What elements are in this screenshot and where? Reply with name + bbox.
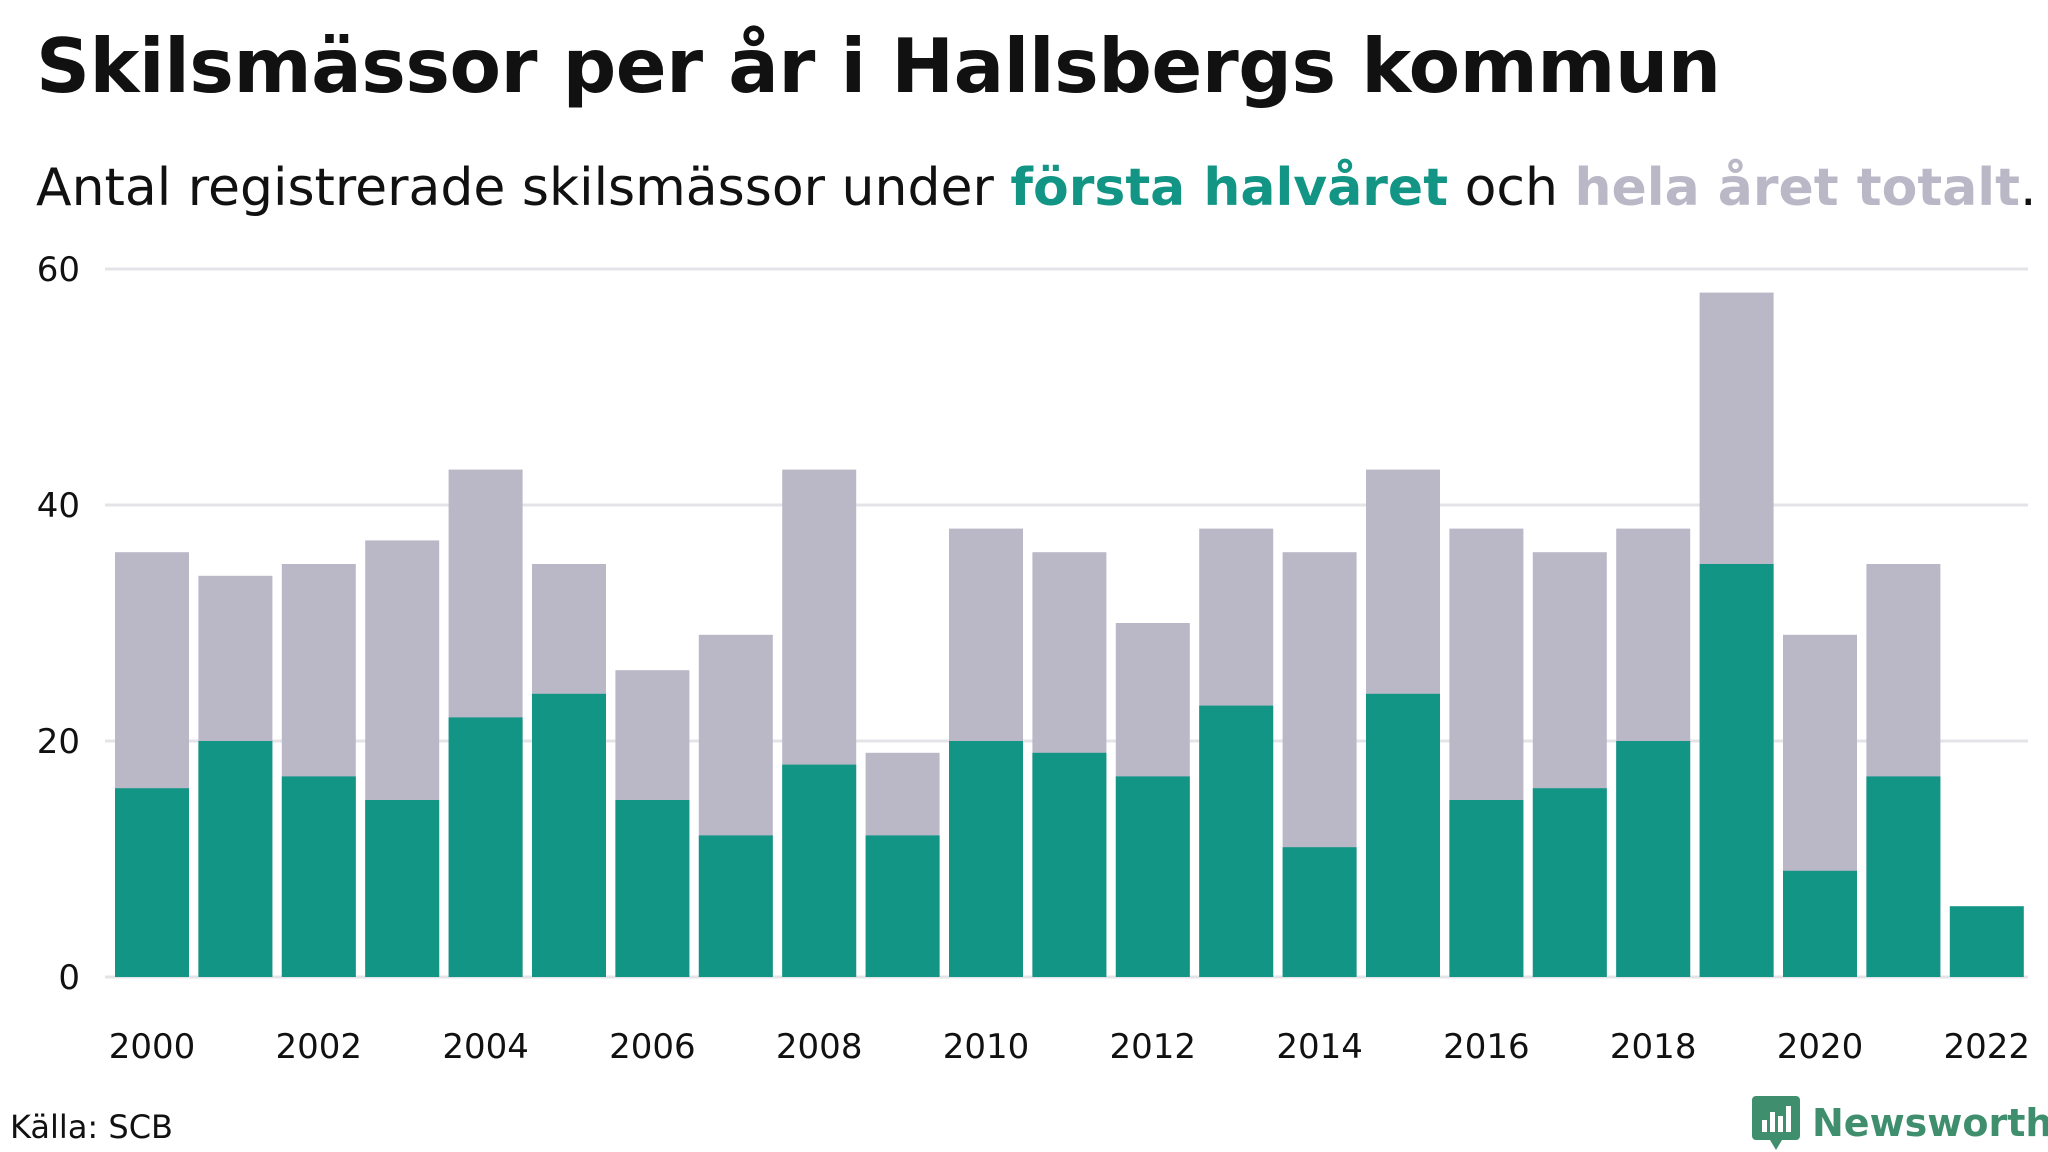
subtitle-highlight-first-half: första halvåret <box>1010 158 1449 218</box>
bar-first-half-2018 <box>1616 741 1691 977</box>
bar-first-half-2003 <box>365 800 440 977</box>
bar-first-half-2004 <box>448 717 523 977</box>
bar-first-half-2021 <box>1866 776 1941 977</box>
subtitle-highlight-full-year: hela året totalt <box>1574 158 2020 218</box>
bars <box>115 292 2024 978</box>
bar-first-half-2013 <box>1199 705 1274 977</box>
bar-first-half-2009 <box>865 835 940 977</box>
x-tick-label-2008: 2008 <box>776 1027 863 1067</box>
x-tick-label-2002: 2002 <box>276 1027 363 1067</box>
bar-first-half-2010 <box>949 741 1023 977</box>
x-tick-label-2014: 2014 <box>1276 1027 1363 1067</box>
subtitle-suffix: . <box>2019 158 2037 218</box>
y-tick-label-0: 0 <box>58 958 80 998</box>
x-tick-label-2020: 2020 <box>1777 1027 1864 1067</box>
newsworthy-logo-icon <box>1752 1096 1800 1150</box>
x-tick-label-2016: 2016 <box>1443 1027 1530 1067</box>
chart-subtitle: Antal registrerade skilsmässor under för… <box>36 158 2037 218</box>
subtitle-mid: och <box>1448 158 1575 218</box>
x-tick-label-2022: 2022 <box>1944 1027 2031 1067</box>
source-note: Källa: SCB <box>10 1108 173 1146</box>
bar-first-half-2012 <box>1115 776 1190 977</box>
bar-first-half-2015 <box>1366 693 1440 977</box>
bar-chart: 0 20 40 60 2000 2002 2004 2006 2008 2010 2012 2014… <box>37 250 2030 1067</box>
bar-first-half-2006 <box>615 800 690 977</box>
x-tick-label-2012: 2012 <box>1110 1027 1197 1067</box>
bar-first-half-2002 <box>281 776 356 977</box>
bar-first-half-2005 <box>532 693 606 977</box>
subtitle-prefix: Antal registrerade skilsmässor under <box>36 158 1011 218</box>
bar-first-half-2011 <box>1032 752 1107 977</box>
y-tick-label-40: 40 <box>37 486 80 526</box>
x-tick-label-2006: 2006 <box>609 1027 696 1067</box>
bar-first-half-2022 <box>1949 906 2024 977</box>
x-tick-label-2000: 2000 <box>109 1027 196 1067</box>
x-axis-labels: 2000 2002 2004 2006 2008 2010 2012 2014 2016 2018… <box>109 1027 2030 1067</box>
y-tick-label-60: 60 <box>37 250 80 290</box>
brand-name: Newsworthy <box>1812 1101 2048 1145</box>
bar-first-half-2019 <box>1699 564 1774 977</box>
bar-first-half-2008 <box>782 764 857 977</box>
x-tick-label-2018: 2018 <box>1610 1027 1697 1067</box>
y-axis-labels: 0 20 40 60 <box>37 250 80 998</box>
bar-first-half-2001 <box>198 741 273 977</box>
x-tick-label-2004: 2004 <box>442 1027 529 1067</box>
x-tick-label-2010: 2010 <box>943 1027 1030 1067</box>
bar-first-half-2014 <box>1282 847 1357 977</box>
bar-first-half-2007 <box>698 835 773 977</box>
y-tick-label-20: 20 <box>37 722 80 762</box>
bar-first-half-2016 <box>1449 800 1524 977</box>
bar-first-half-2000 <box>115 788 189 977</box>
newsworthy-brand[interactable]: Newsworthy <box>1752 1096 2048 1150</box>
bar-first-half-2017 <box>1532 788 1607 977</box>
bar-first-half-2020 <box>1783 870 1857 977</box>
series-first-half <box>115 564 2024 977</box>
chart-title: Skilsmässor per år i Hallsbergs kommun <box>36 22 1721 110</box>
